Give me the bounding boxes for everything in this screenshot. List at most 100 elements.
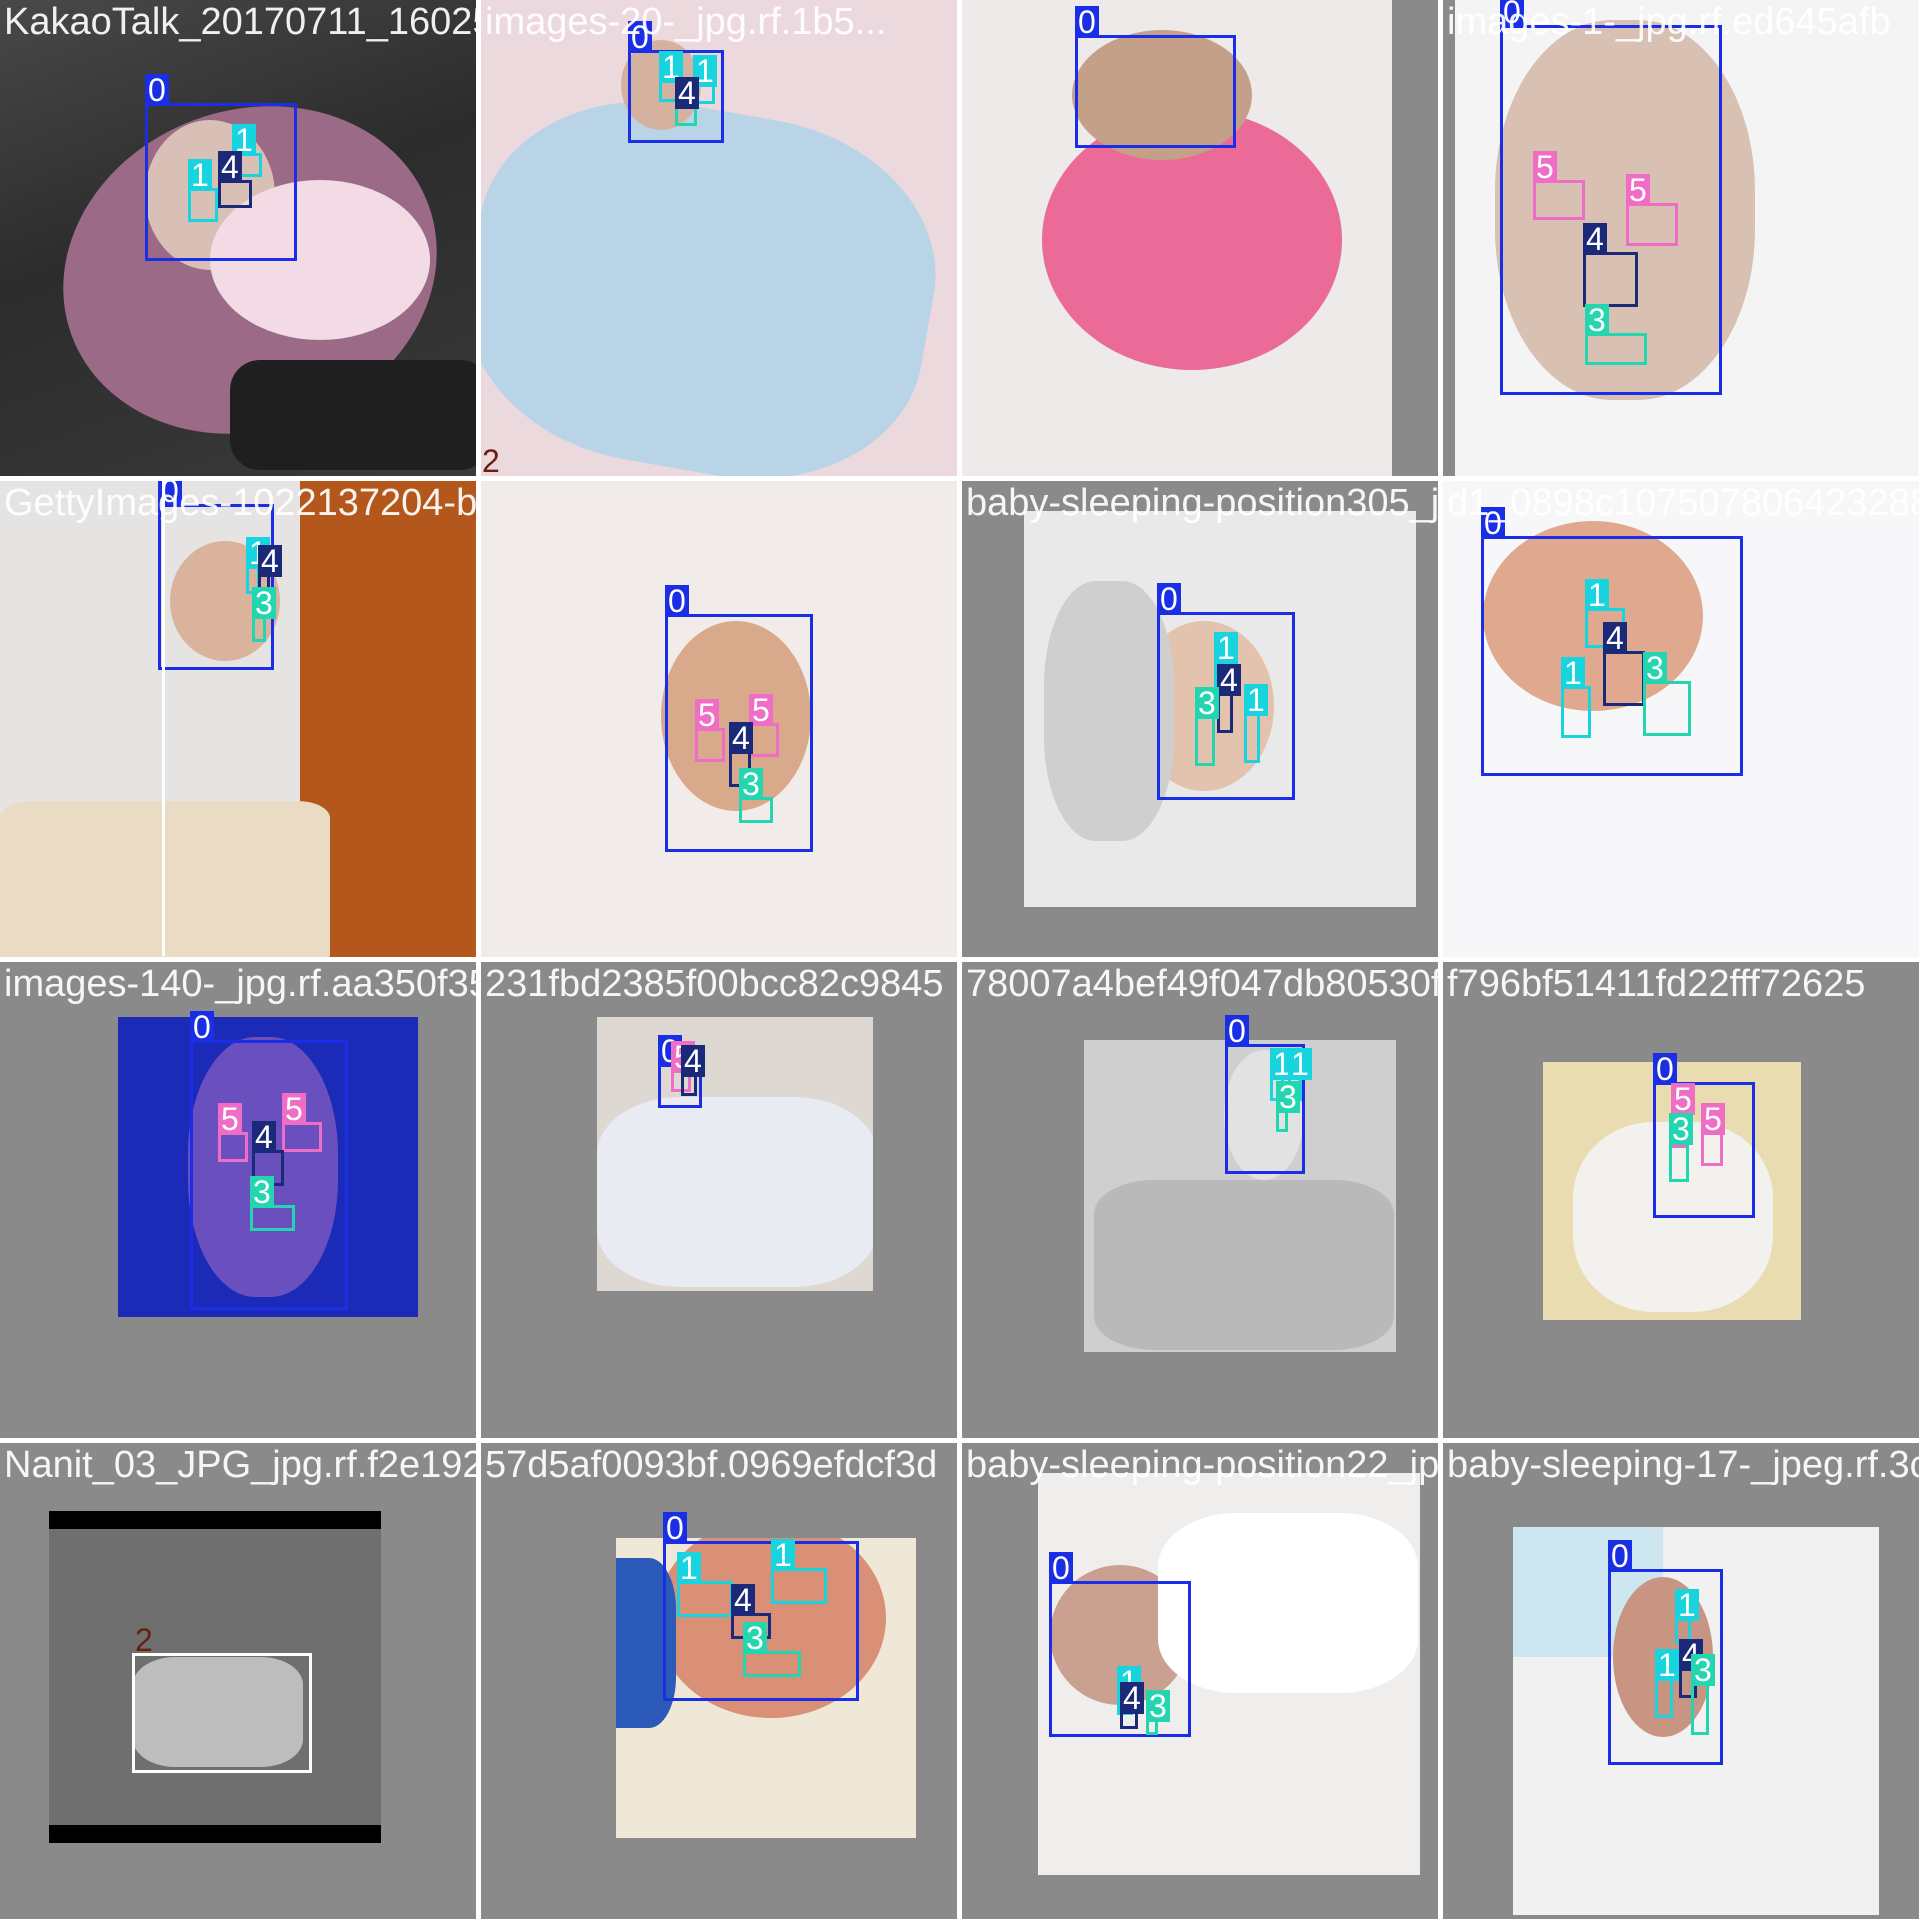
bbox-label: 4	[681, 1045, 705, 1077]
bbox-eye: 5	[749, 694, 779, 757]
tile-photo	[1455, 0, 1919, 476]
bbox-label: 0	[1157, 583, 1181, 615]
tile-11: 78007a4bef49f047db80530f622d 0 1 1 3	[960, 960, 1440, 1440]
bbox-label: 0	[190, 1011, 214, 1043]
bbox-eye: 1	[1244, 684, 1268, 763]
bbox-label: 3	[1146, 1690, 1170, 1722]
tile-filename: f796bf51411fd22fff72625	[1447, 963, 1866, 1005]
bbox-mouth: 3	[1195, 687, 1219, 766]
bbox-label: 4	[252, 1121, 276, 1153]
bbox-label: 0	[1500, 0, 1524, 28]
bbox-label: 5	[749, 694, 773, 726]
bbox-label: 5	[695, 699, 719, 731]
bbox-label: 5	[1671, 1083, 1695, 1115]
bbox-label: 1	[188, 159, 212, 191]
bbox-nose: 4	[1120, 1682, 1144, 1729]
bbox-label: 3	[743, 1622, 767, 1654]
tile-filename: KakaoTalk_20170711_1602512027_jpg.rf.4fc…	[4, 1, 476, 43]
tile-filename: d1_0898c1075078064232882	[1447, 482, 1919, 524]
bbox-face: 0	[1500, 0, 1722, 395]
tile-12: f796bf51411fd22fff72625 0 5 3 5	[1441, 960, 1920, 1440]
tile-filename: baby-sleeping-position22_jpg.rf.30f16e05	[966, 1444, 1438, 1486]
bbox-label: 1	[771, 1539, 795, 1571]
bbox-face: 0	[1608, 1540, 1723, 1765]
tile-9: images-140-_jpg.rf.aa350f35 0 5 5 4 3	[0, 960, 478, 1440]
tile-photo	[481, 0, 957, 476]
bbox-label: 1	[693, 55, 717, 87]
bbox-mouth: 3	[1691, 1654, 1715, 1735]
bbox-face: 0	[1653, 1053, 1755, 1218]
tile-photo	[1038, 1473, 1420, 1875]
bbox-label: 3	[1691, 1654, 1715, 1686]
bbox-bed: 2	[132, 1624, 312, 1773]
bbox-eye: 1	[232, 124, 262, 177]
tile-photo	[597, 1017, 873, 1291]
bbox-nose: 4	[675, 77, 699, 126]
bbox-label: 3	[1643, 652, 1667, 684]
bbox-mouth: 3	[1643, 652, 1691, 736]
bbox-label: 4	[731, 1584, 755, 1616]
bbox-label: 4	[675, 77, 699, 109]
bbox-label: 5	[1701, 1103, 1725, 1135]
tile-3: 0	[960, 0, 1440, 478]
bbox-label: 0	[1481, 507, 1505, 539]
bbox-label: 1	[1214, 632, 1238, 664]
bbox-eye: 5	[282, 1093, 322, 1152]
tile-10: 231fbd2385f00bcc82c9845 0 5 4	[479, 960, 959, 1440]
bbox-eye: 1	[1655, 1649, 1679, 1718]
bbox-eye: 1	[188, 159, 218, 222]
bbox-bed: 2	[481, 445, 500, 476]
bbox-label: 4	[1217, 664, 1241, 696]
bbox-label: 1	[659, 51, 683, 83]
bbox-face: 0	[190, 1011, 348, 1310]
bbox-face: 0	[1225, 1015, 1305, 1174]
tile-photo	[1084, 1040, 1396, 1352]
tile-6: 0 5 5 4 3	[479, 479, 959, 959]
tile-5: GettyImages-1022137204-baby-sleeps-847_j…	[0, 479, 478, 959]
tile-photo	[49, 1511, 381, 1843]
bbox-label: 5	[218, 1103, 242, 1135]
bbox-face: 0	[1157, 583, 1295, 800]
bbox-nose: 4	[681, 1045, 705, 1096]
bbox-mouth: 3	[1276, 1081, 1300, 1132]
bbox-face: 0	[1049, 1552, 1191, 1737]
bbox-label: 1	[677, 1552, 701, 1584]
bbox-bed: 2	[162, 481, 166, 956]
bbox-label: 5	[1533, 151, 1557, 183]
bbox-mouth: 3	[250, 1176, 295, 1231]
bbox-nose: 4	[252, 1121, 284, 1186]
bbox-face: 0	[665, 585, 813, 852]
bbox-label: 1	[1244, 684, 1268, 716]
bbox-nose: 4	[1603, 622, 1645, 706]
bbox-eye: 5	[218, 1103, 248, 1162]
bbox-label: 3	[1276, 1081, 1300, 1113]
bbox-eye: 5	[695, 699, 725, 762]
tile-filename: Nanit_03_JPG_jpg.rf.f2e192	[4, 1444, 476, 1486]
tile-filename: baby-sleeping-17-_jpeg.rf.3c	[1447, 1444, 1919, 1486]
bbox-face: 0	[1481, 507, 1743, 776]
tile-filename: baby-sleeping-position305_jpg.rf.8d8c	[966, 482, 1438, 524]
tile-7: baby-sleeping-position305_jpg.rf.8d8c 0 …	[960, 479, 1440, 959]
bbox-label: 4	[1583, 223, 1607, 255]
tile-photo	[481, 481, 957, 957]
tile-photo	[1513, 1527, 1879, 1915]
tile-photo	[1443, 481, 1919, 957]
tile-1: KakaoTalk_20170711_1602512027_jpg.rf.4fc…	[0, 0, 478, 478]
bbox-label: 3	[1195, 687, 1219, 719]
bbox-nose: 4	[218, 151, 252, 208]
tile-8: d1_0898c1075078064232882 0 1 4 3 1	[1441, 479, 1920, 959]
tile-filename: 78007a4bef49f047db80530f622d	[966, 963, 1438, 1005]
bbox-label: 1	[1655, 1649, 1679, 1681]
tile-filename: images-140-_jpg.rf.aa350f35	[4, 963, 476, 1005]
bbox-mouth: 3	[739, 768, 773, 823]
tile-photo	[0, 481, 476, 957]
bbox-eye: 1	[677, 1552, 733, 1617]
bbox-label: 3	[1669, 1113, 1693, 1145]
bbox-label: 3	[252, 587, 276, 619]
bbox-eye: 1	[1270, 1048, 1294, 1101]
bbox-face: 0	[663, 1512, 859, 1701]
bbox-label: 1	[1561, 657, 1585, 689]
bbox-eye: 1	[1675, 1589, 1699, 1644]
bbox-label: 0	[628, 21, 652, 53]
